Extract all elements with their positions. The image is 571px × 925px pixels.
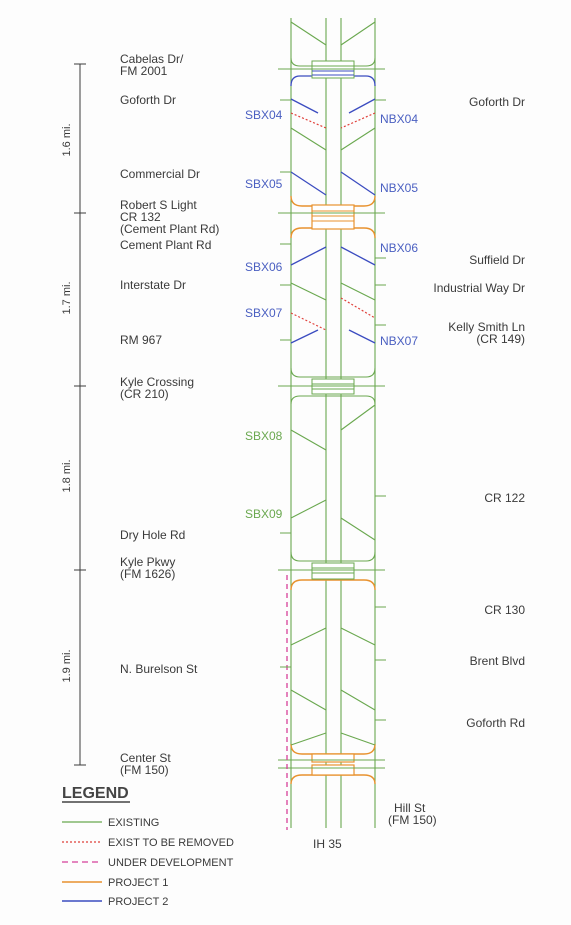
ramp-label-nbx06: NBX06	[380, 241, 418, 255]
crossing-robert-s-light	[278, 195, 385, 239]
removed-ramps	[290, 112, 376, 331]
ramp-label-sbx08: SBX08	[245, 429, 283, 443]
label-suffield-dr: Suffield Dr	[469, 253, 525, 267]
crossing-center-st	[278, 743, 385, 785]
legend-item-project2: PROJECT 2	[108, 896, 168, 908]
ramp-label-sbx04: SBX04	[245, 108, 283, 122]
legend-item-under-development: UNDER DEVELOPMENT	[108, 857, 234, 869]
right-street-labels: Goforth Dr Suffield Dr Industrial Way Dr…	[388, 95, 525, 827]
distance-label-1: 1.6 mi.	[61, 123, 73, 156]
label-center-st: Center St (FM 150)	[120, 751, 171, 777]
label-n-burelson: N. Burelson St	[120, 662, 198, 676]
crossing-kyle-pkwy	[278, 551, 385, 591]
ramp-label-nbx05: NBX05	[380, 181, 418, 195]
label-commercial-dr: Commercial Dr	[120, 167, 200, 181]
label-goforth-dr-left: Goforth Dr	[120, 93, 176, 107]
left-street-labels: Cabelas Dr/FM 2001 Goforth Dr Commercial…	[120, 52, 219, 777]
label-goforth-rd: Goforth Rd	[466, 716, 525, 730]
legend: LEGEND EXISTING EXIST TO BE REMOVED UNDE…	[62, 785, 234, 908]
highway-label: IH 35	[313, 837, 342, 851]
crossing-kyle-crossing	[278, 367, 385, 405]
label-cr-122: CR 122	[484, 491, 525, 505]
legend-item-existing: EXISTING	[108, 817, 159, 829]
distance-labels: 1.6 mi. 1.7 mi. 1.8 mi. 1.9 mi.	[61, 123, 73, 682]
label-cabelas: Cabelas Dr/FM 2001	[120, 52, 184, 78]
label-kyle-pkwy: Kyle Pkwy (FM 1626)	[120, 555, 175, 581]
highway-mainlanes	[290, 18, 376, 828]
legend-item-project1: PROJECT 1	[108, 877, 168, 889]
existing-ramps	[290, 127, 376, 746]
crossing-cabelas	[278, 57, 385, 87]
ramp-label-sbx07: SBX07	[245, 306, 283, 320]
legend-title: LEGEND	[62, 785, 129, 802]
ramp-label-nbx04: NBX04	[380, 112, 418, 126]
label-robert-s-light: Robert S Light CR 132 (Cement Plant Rd)	[120, 198, 219, 236]
ramp-label-sbx05: SBX05	[245, 177, 283, 191]
label-hill-st: Hill St (FM 150)	[388, 801, 437, 827]
ramp-labels: SBX04 NBX04 SBX05 NBX05 NBX06 SBX06 SBX0…	[245, 108, 418, 521]
label-interstate-dr: Interstate Dr	[120, 278, 186, 292]
label-kyle-crossing: Kyle Crossing (CR 210)	[120, 375, 194, 401]
distance-label-3: 1.8 mi.	[61, 459, 73, 492]
distance-scale	[74, 63, 86, 766]
ramp-label-sbx06: SBX06	[245, 260, 283, 274]
label-goforth-dr-right: Goforth Dr	[469, 95, 525, 109]
cross-street-ticks	[280, 99, 386, 721]
distance-label-2: 1.7 mi.	[61, 281, 73, 314]
label-rm-967: RM 967	[120, 333, 162, 347]
ramp-label-sbx09: SBX09	[245, 507, 283, 521]
label-brent-blvd: Brent Blvd	[470, 654, 525, 668]
label-cr-130: CR 130	[484, 603, 525, 617]
ramp-label-nbx07: NBX07	[380, 334, 418, 348]
label-industrial-way: Industrial Way Dr	[433, 281, 525, 295]
project2-ramps	[290, 98, 376, 344]
label-kelly-smith: Kelly Smith Ln (CR 149)	[448, 320, 525, 346]
distance-label-4: 1.9 mi.	[61, 649, 73, 682]
label-dry-hole-rd: Dry Hole Rd	[120, 528, 185, 542]
legend-item-removed: EXIST TO BE REMOVED	[108, 837, 234, 849]
label-cement-plant-rd: Cement Plant Rd	[120, 238, 211, 252]
